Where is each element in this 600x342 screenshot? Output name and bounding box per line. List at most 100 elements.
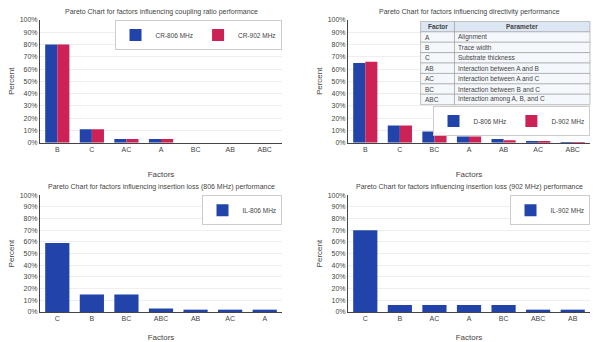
svg-text:Interaction between A and C: Interaction between A and C — [458, 75, 540, 82]
svg-text:10%: 10% — [332, 127, 346, 134]
svg-text:ABC: ABC — [531, 315, 545, 322]
svg-text:60%: 60% — [332, 66, 346, 73]
svg-text:AB: AB — [499, 146, 509, 153]
svg-text:BC: BC — [191, 146, 201, 153]
svg-text:Parameter: Parameter — [506, 23, 538, 30]
svg-text:90%: 90% — [24, 29, 38, 36]
svg-text:100%: 100% — [328, 192, 346, 199]
svg-text:Percent: Percent — [315, 67, 324, 95]
svg-text:Pareto Chart for factors influ: Pareto Chart for factors influencing dir… — [379, 8, 560, 16]
svg-text:Factor: Factor — [428, 23, 448, 30]
svg-text:BC: BC — [122, 315, 132, 322]
svg-text:B: B — [425, 44, 429, 51]
svg-text:Alignment: Alignment — [458, 33, 487, 41]
svg-text:BC: BC — [425, 86, 434, 93]
svg-text:0%: 0% — [27, 308, 37, 315]
svg-text:AB: AB — [191, 315, 201, 322]
svg-text:C: C — [397, 146, 402, 153]
svg-text:C: C — [363, 315, 368, 322]
svg-text:CR-806 MHz: CR-806 MHz — [156, 32, 194, 39]
svg-text:ABC: ABC — [258, 146, 272, 153]
svg-text:AC: AC — [533, 146, 543, 153]
svg-text:Factors: Factors — [148, 170, 175, 179]
svg-text:D-902 MHz: D-902 MHz — [551, 118, 584, 125]
svg-text:20%: 20% — [332, 285, 346, 292]
svg-text:A: A — [262, 315, 267, 322]
svg-text:50%: 50% — [24, 250, 38, 257]
svg-text:20%: 20% — [332, 115, 346, 122]
svg-text:80%: 80% — [332, 215, 346, 222]
svg-text:50%: 50% — [24, 78, 38, 85]
svg-text:ABC: ABC — [425, 96, 439, 103]
svg-text:10%: 10% — [24, 127, 38, 134]
svg-text:A: A — [467, 315, 472, 322]
svg-text:B: B — [363, 146, 368, 153]
svg-text:Substrate thickness: Substrate thickness — [458, 54, 515, 61]
svg-text:10%: 10% — [332, 297, 346, 304]
svg-text:90%: 90% — [332, 29, 346, 36]
svg-text:30%: 30% — [24, 273, 38, 280]
svg-text:ABC: ABC — [566, 146, 580, 153]
svg-text:40%: 40% — [24, 90, 38, 97]
svg-text:AB: AB — [568, 315, 578, 322]
svg-text:B: B — [398, 315, 403, 322]
svg-text:C: C — [425, 54, 430, 61]
svg-text:BC: BC — [430, 146, 440, 153]
svg-text:IL-806 MHz: IL-806 MHz — [243, 207, 277, 214]
svg-text:AC: AC — [122, 146, 132, 153]
svg-text:AC: AC — [225, 315, 235, 322]
svg-text:80%: 80% — [332, 41, 346, 48]
svg-text:0%: 0% — [335, 139, 345, 146]
svg-text:30%: 30% — [332, 273, 346, 280]
svg-text:50%: 50% — [332, 250, 346, 257]
svg-text:D-806 MHz: D-806 MHz — [474, 118, 507, 125]
svg-text:Interaction between A and B: Interaction between A and B — [458, 65, 539, 72]
svg-text:90%: 90% — [24, 203, 38, 210]
svg-text:Pareto Chart for factors influ: Pareto Chart for factors influencing ins… — [356, 183, 583, 191]
svg-text:100%: 100% — [328, 16, 346, 23]
svg-text:AB: AB — [225, 146, 235, 153]
svg-text:Factors: Factors — [456, 333, 483, 342]
svg-text:Percent: Percent — [315, 239, 324, 267]
svg-text:C: C — [55, 315, 60, 322]
svg-text:40%: 40% — [332, 90, 346, 97]
svg-text:60%: 60% — [24, 238, 38, 245]
svg-text:Interaction between B and C: Interaction between B and C — [458, 86, 540, 93]
svg-text:Factors: Factors — [456, 170, 483, 179]
svg-text:AC: AC — [425, 75, 434, 82]
svg-text:IL-902 MHz: IL-902 MHz — [551, 207, 585, 214]
svg-text:30%: 30% — [24, 102, 38, 109]
svg-text:60%: 60% — [24, 66, 38, 73]
svg-text:100%: 100% — [20, 192, 38, 199]
svg-text:80%: 80% — [24, 41, 38, 48]
svg-text:90%: 90% — [332, 203, 346, 210]
svg-text:40%: 40% — [332, 262, 346, 269]
svg-text:0%: 0% — [27, 139, 37, 146]
svg-text:Pareto Chart for factors influ: Pareto Chart for factors influencing ins… — [48, 183, 275, 191]
svg-text:70%: 70% — [24, 53, 38, 60]
svg-text:A: A — [425, 34, 430, 41]
svg-text:CR-902 MHz: CR-902 MHz — [238, 32, 276, 39]
svg-text:80%: 80% — [24, 215, 38, 222]
svg-text:ABC: ABC — [154, 315, 168, 322]
svg-text:AB: AB — [425, 65, 434, 72]
svg-text:10%: 10% — [24, 297, 38, 304]
svg-text:50%: 50% — [332, 78, 346, 85]
svg-text:60%: 60% — [332, 238, 346, 245]
svg-text:30%: 30% — [332, 102, 346, 109]
svg-text:B: B — [90, 315, 95, 322]
svg-text:0%: 0% — [335, 308, 345, 315]
svg-text:Percent: Percent — [7, 239, 16, 267]
svg-text:Interaction among A, B, and C: Interaction among A, B, and C — [458, 95, 545, 103]
svg-text:Percent: Percent — [7, 67, 16, 95]
svg-text:A: A — [159, 146, 164, 153]
svg-text:Factors: Factors — [148, 333, 175, 342]
svg-text:B: B — [55, 146, 60, 153]
svg-text:100%: 100% — [20, 16, 38, 23]
svg-text:A: A — [467, 146, 472, 153]
svg-text:40%: 40% — [24, 262, 38, 269]
svg-text:20%: 20% — [24, 115, 38, 122]
svg-text:BC: BC — [499, 315, 509, 322]
svg-text:C: C — [89, 146, 94, 153]
svg-text:70%: 70% — [24, 227, 38, 234]
